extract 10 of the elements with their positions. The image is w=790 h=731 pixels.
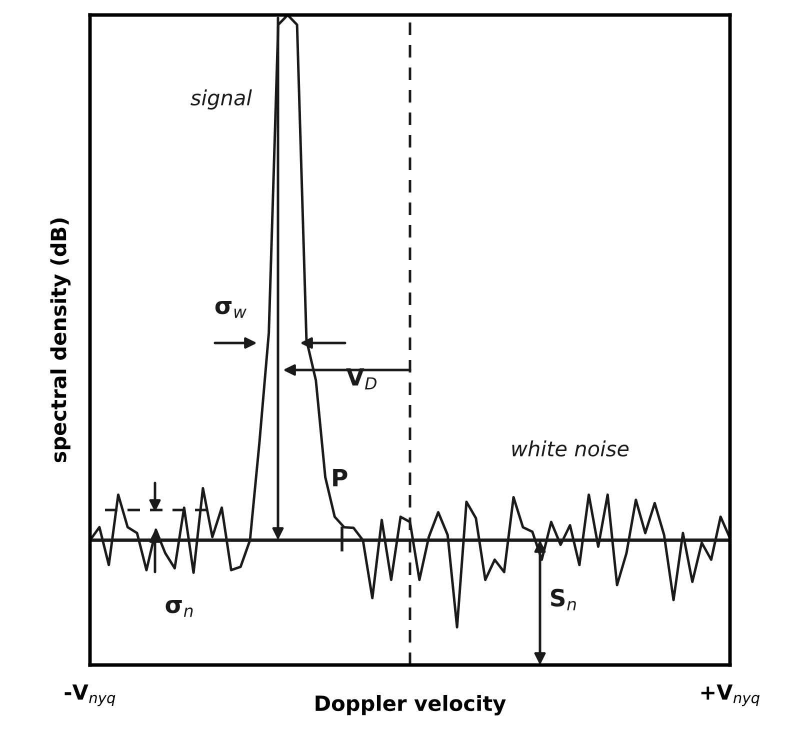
annotation: P <box>333 469 348 486</box>
x-tick-label: -V$_{nyq}$ <box>64 684 116 706</box>
x-tick-label: +V$_{nyq}$ <box>701 684 760 706</box>
annotation: σ$_{n}$ <box>166 600 193 617</box>
annotation: signal <box>190 89 252 110</box>
annotation: S$_{n}$ <box>551 588 576 610</box>
x-axis-title: Doppler velocity <box>316 695 506 716</box>
y-axis-title: spectral density (dB) <box>50 218 71 462</box>
annotation: σ$_{w}$ <box>215 301 247 318</box>
annotation: white noise <box>512 440 629 457</box>
